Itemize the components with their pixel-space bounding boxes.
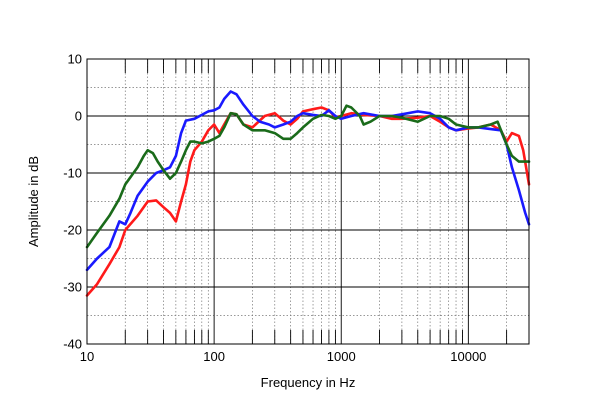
plot-frame — [86, 58, 530, 345]
series-line-3 — [85, 104, 531, 249]
y-tick-label: 10 — [68, 52, 82, 67]
series-lines — [85, 90, 531, 297]
y-tick-label: -30 — [63, 280, 82, 295]
y-tick-label: -40 — [63, 337, 82, 352]
y-axis-label: Amplitude in dB — [26, 156, 41, 247]
x-tick-label: 100 — [203, 349, 225, 364]
minor-gridlines — [87, 59, 530, 344]
x-tick-label: 10000 — [450, 349, 486, 364]
x-axis-label: Frequency in Hz — [261, 375, 356, 390]
series-line-2 — [85, 90, 531, 272]
y-tick-label: -20 — [63, 223, 82, 238]
y-tick-label: -10 — [63, 166, 82, 181]
x-tick-label: 1000 — [327, 349, 356, 364]
x-tick-label: 10 — [80, 349, 94, 364]
y-tick-label: 0 — [75, 109, 82, 124]
